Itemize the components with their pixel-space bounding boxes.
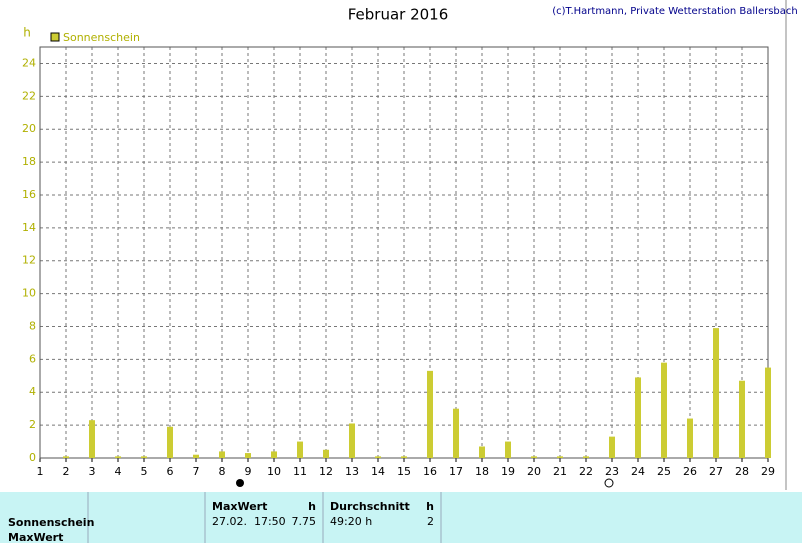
table-header: Durchschnitt: [330, 500, 410, 513]
bar: [687, 418, 693, 458]
table-cell: 49:20 h: [330, 515, 372, 528]
x-tick-label: 6: [167, 465, 174, 478]
y-tick-label: 0: [29, 451, 36, 464]
x-tick-label: 8: [219, 465, 226, 478]
table-background: [0, 492, 802, 543]
bar: [141, 456, 147, 458]
bar: [271, 451, 277, 458]
y-tick-label: 4: [29, 385, 36, 398]
bar: [479, 446, 485, 458]
x-tick-label: 13: [345, 465, 359, 478]
bar: [323, 449, 329, 458]
table-header: h: [426, 500, 434, 513]
bar: [63, 456, 69, 458]
bar: [401, 456, 407, 458]
x-tick-label: 9: [245, 465, 252, 478]
bar: [375, 456, 381, 458]
x-tick-label: 4: [115, 465, 122, 478]
row-label: MaxWert: [8, 531, 63, 543]
x-tick-label: 14: [371, 465, 385, 478]
row-label: Sonnenschein: [8, 516, 94, 529]
y-tick-label: 10: [22, 287, 36, 300]
x-tick-label: 7: [193, 465, 200, 478]
y-unit: h: [23, 26, 31, 40]
summary-table: MaxWert h Durchschnitt h Sonnenschein Ma…: [0, 492, 802, 543]
bar: [219, 451, 225, 458]
x-tick-label: 15: [397, 465, 411, 478]
y-tick-label: 20: [22, 122, 36, 135]
table-cell: 2: [427, 515, 434, 528]
x-tick-label: 11: [293, 465, 307, 478]
x-tick-label: 29: [761, 465, 775, 478]
y-tick-label: 12: [22, 254, 36, 267]
bar: [609, 436, 615, 458]
bar: [245, 453, 251, 458]
y-tick-label: 14: [22, 221, 36, 234]
bar: [167, 426, 173, 458]
y-tick-label: 18: [22, 155, 36, 168]
x-tick-label: 24: [631, 465, 645, 478]
x-tick-label: 21: [553, 465, 567, 478]
x-tick-label: 1: [37, 465, 44, 478]
x-tick-label: 26: [683, 465, 697, 478]
bar: [89, 420, 95, 458]
bar: [115, 456, 121, 458]
bar: [739, 380, 745, 458]
x-tick-label: 27: [709, 465, 723, 478]
full-moon: [604, 478, 614, 488]
x-tick-label: 17: [449, 465, 463, 478]
y-tick-label: 6: [29, 352, 36, 365]
x-tick-label: 28: [735, 465, 749, 478]
y-tick-label: 22: [22, 89, 36, 102]
bar: [193, 454, 199, 458]
x-tick-label: 23: [605, 465, 619, 478]
legend-swatch: [50, 32, 60, 42]
table-header: MaxWert: [212, 500, 267, 513]
chart-title: Februar 2016: [348, 6, 449, 24]
x-tick-label: 22: [579, 465, 593, 478]
bar: [349, 423, 355, 458]
bar: [557, 456, 563, 458]
bar: [661, 362, 667, 458]
table-cell: 27.02. 17:50: [212, 515, 286, 528]
y-tick-label: 16: [22, 188, 36, 201]
x-tick-label: 16: [423, 465, 437, 478]
x-tick-label: 20: [527, 465, 541, 478]
x-tick-label: 19: [501, 465, 515, 478]
x-tick-label: 18: [475, 465, 489, 478]
legend-label: Sonnenschein: [63, 31, 140, 44]
bar: [713, 328, 719, 458]
x-tick-label: 25: [657, 465, 671, 478]
new-moon: [236, 479, 244, 487]
table-header: h: [308, 500, 316, 513]
bar: [297, 441, 303, 458]
bar: [765, 367, 771, 458]
bar: [453, 408, 459, 458]
y-tick-label: 2: [29, 418, 36, 431]
x-tick-label: 10: [267, 465, 281, 478]
x-tick-label: 3: [89, 465, 96, 478]
bar: [505, 441, 511, 458]
credit: (c)T.Hartmann, Private Wetterstation Bal…: [552, 6, 798, 17]
x-tick-label: 5: [141, 465, 148, 478]
x-tick-label: 2: [63, 465, 70, 478]
y-tick-label: 24: [22, 56, 36, 69]
bar: [583, 456, 589, 458]
x-tick-label: 12: [319, 465, 333, 478]
bar: [427, 370, 433, 458]
bar: [635, 377, 641, 458]
table-cell: 7.75: [292, 515, 317, 528]
y-tick-label: 8: [29, 319, 36, 332]
background: [0, 0, 802, 492]
bar: [531, 456, 537, 458]
